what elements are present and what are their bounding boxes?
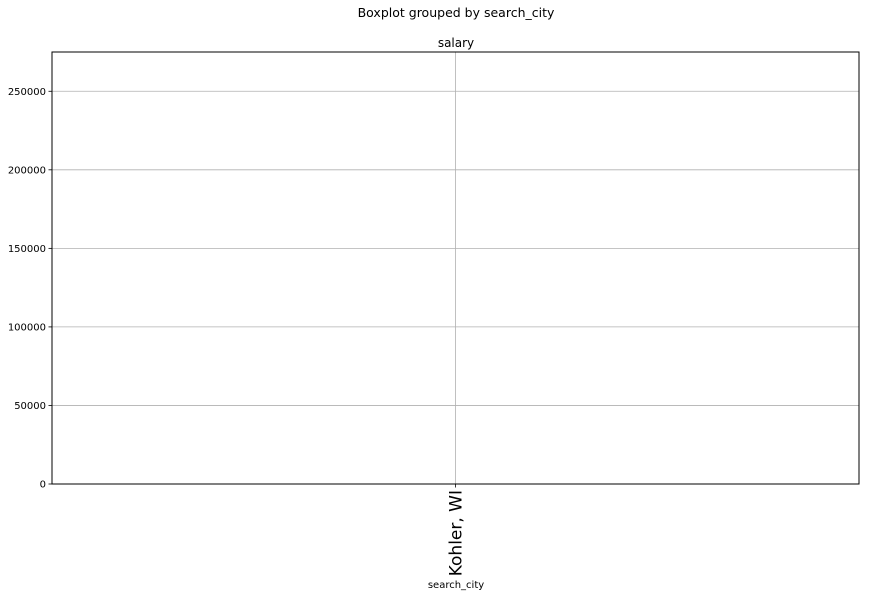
y-tick-label: 200000 (8, 165, 46, 176)
chart-suptitle: Boxplot grouped by search_city (358, 5, 555, 20)
y-tick-label: 50000 (14, 401, 46, 412)
grid-lines (52, 52, 859, 485)
x-axis-label: search_city (428, 580, 484, 591)
y-tick-label: 0 (40, 480, 46, 491)
x-tick-label: Kohler, WI (447, 490, 467, 576)
y-tick-label: 250000 (8, 87, 46, 98)
chart-title: salary (438, 36, 474, 50)
y-tick-label: 150000 (8, 244, 46, 255)
y-axis: 0 50000 100000 150000 200000 250000 (8, 87, 52, 491)
y-tick-label: 100000 (8, 322, 46, 333)
x-axis: Kohler, WI (447, 484, 467, 576)
